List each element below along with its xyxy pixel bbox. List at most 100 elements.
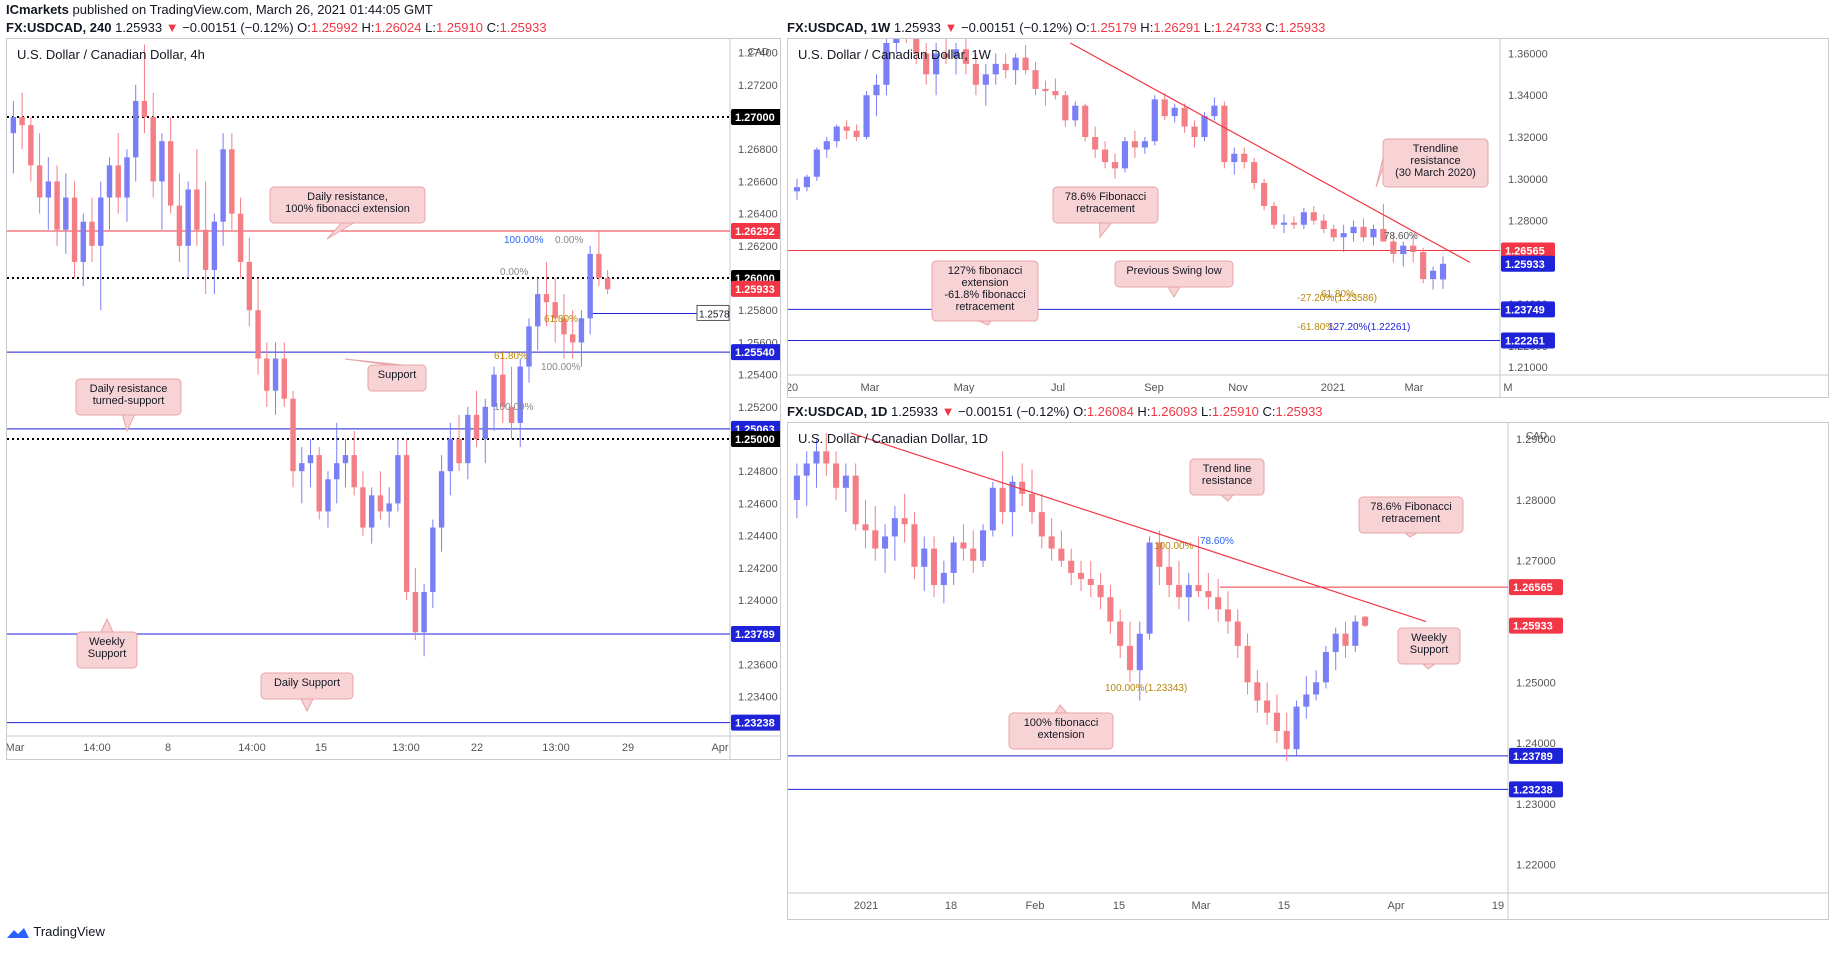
callout-pointer	[1375, 157, 1384, 188]
candle-body	[150, 117, 156, 182]
candle-body	[1121, 141, 1129, 169]
price-tick-label: 1.22000	[1516, 860, 1556, 872]
tradingview-footer[interactable]: TradingView	[6, 924, 105, 940]
candle-body	[1340, 233, 1347, 238]
publish-info: published on TradingView.com, March 26, …	[72, 2, 433, 17]
candle-body	[1002, 63, 1009, 71]
down-arrow-icon: ▼	[941, 404, 955, 419]
candle-body	[1146, 542, 1153, 634]
callout-pointer	[1219, 494, 1235, 502]
time-tick-label: May	[954, 382, 975, 394]
callout-pointer	[100, 617, 114, 633]
level-price-tag	[731, 223, 780, 240]
candle-body	[482, 406, 488, 440]
w1-chart-panel[interactable]: U.S. Dollar / Canadian Dollar, 1W 1.3600…	[787, 38, 1829, 398]
fib-level-label: 78.60%	[1384, 231, 1418, 242]
candle-body	[229, 149, 235, 214]
w1-chart-svg[interactable]: 1.360001.340001.320001.300001.280001.260…	[788, 39, 1828, 397]
callout-line: Support	[378, 369, 417, 381]
candle-body	[1352, 621, 1359, 646]
level-price-tag	[1501, 242, 1555, 259]
callout-text: Daily resistance turned-support	[90, 383, 168, 407]
candle-body	[1072, 105, 1079, 121]
candle-body	[307, 455, 314, 464]
candle-body	[1293, 706, 1300, 750]
candle-body	[1156, 542, 1163, 567]
price-tick-label: 1.32000	[1508, 132, 1548, 144]
price-tick-label: 1.21000	[1508, 362, 1548, 374]
fib-level-label: 100.00%	[1154, 541, 1194, 552]
candle-body	[351, 455, 357, 488]
level-price-tag	[1509, 579, 1563, 596]
callout-line: Previous Swing low	[1126, 265, 1221, 277]
candle-body	[911, 524, 918, 567]
candle-body	[1330, 228, 1337, 238]
d1-chart-svg[interactable]: 1.29000 1.28000 1.27000 1.25000 1.24000 1.230…	[788, 423, 1828, 919]
callout-box	[1397, 627, 1461, 665]
candle-body	[970, 548, 977, 561]
callout-text: 100% fibonacci extension	[1024, 717, 1099, 741]
candle-body	[1082, 105, 1089, 138]
candle-body	[334, 463, 340, 480]
time-tick-label: Jul	[1051, 382, 1065, 394]
candle-body	[1191, 126, 1198, 138]
time-tick-label: 13:00	[392, 742, 420, 754]
candle-body	[813, 451, 820, 464]
candle-body	[1362, 616, 1369, 626]
candle-body	[793, 187, 801, 192]
candle-body	[403, 455, 410, 592]
h4-chart-svg[interactable]: 1.27400 1.27200 1.26800 1.26600 1.26400 1.262…	[7, 39, 780, 759]
candle-body	[1234, 621, 1241, 646]
time-tick-label: 2021	[1321, 382, 1345, 394]
callout-text: Trendline resistance (30 March 2020)	[1395, 143, 1476, 179]
w1-open: 1.25179	[1089, 20, 1137, 35]
candle-body	[28, 125, 34, 166]
candle-body	[1280, 222, 1288, 225]
trendline-resistance	[850, 432, 1427, 623]
candle-body	[1087, 578, 1094, 586]
d1-last: 1.25933	[891, 404, 939, 419]
candle-body	[1322, 651, 1329, 683]
h4-chart-panel[interactable]: U.S. Dollar / Canadian Dollar, 4h 1.2740…	[6, 38, 781, 760]
time-tick-label: Nov	[1228, 382, 1248, 394]
candle-body	[141, 100, 148, 118]
publisher-name[interactable]: ICmarkets	[6, 2, 69, 17]
candle-body	[862, 524, 869, 531]
fib-level-label: 100.00%	[541, 362, 581, 373]
trendline-resistance	[1070, 42, 1471, 263]
candle-body	[45, 181, 52, 198]
level-price-label: 1.25933	[735, 284, 775, 296]
candle-body	[883, 43, 890, 85]
candle-body	[1019, 481, 1026, 494]
fib-level-label: 100.00%	[504, 235, 544, 246]
candle-body	[447, 439, 454, 472]
callout-text: Daily Support	[274, 677, 340, 689]
d1-low: 1.25910	[1211, 404, 1259, 419]
candle-body	[526, 326, 532, 367]
candle-body	[176, 205, 183, 246]
candle-body	[952, 49, 960, 58]
callout-line: Weekly	[1411, 632, 1447, 644]
time-tick-label: 19	[1492, 900, 1504, 912]
callout-pointer	[1098, 222, 1113, 239]
candle-body	[933, 53, 940, 75]
price-tick-label: 1.34000	[1508, 90, 1548, 102]
candle-body	[823, 451, 830, 464]
d1-chart-panel[interactable]: U.S. Dollar / Canadian Dollar, 1D 1.2900…	[787, 422, 1829, 920]
callout-line: Trendline	[1413, 143, 1458, 155]
currency-label: CAD	[1526, 431, 1547, 442]
level-price-label: 1.22261	[1505, 335, 1545, 347]
h4-symbol-header: FX:USDCAD, 240 1.25933 ▼ −0.00151 (−0.12…	[6, 20, 547, 35]
callout-text: 78.6% Fibonacci retracement	[1370, 501, 1451, 525]
level-price-label: 1.23789	[1513, 751, 1553, 763]
fib-level-label: 100.00%(1.23343)	[1105, 683, 1187, 694]
candle-body	[1350, 226, 1357, 234]
candle-body	[863, 95, 870, 138]
callout-line: retracement	[1382, 513, 1441, 525]
callout-line: retracement	[956, 301, 1015, 313]
candle-body	[1303, 694, 1310, 707]
d1-change: −0.00151 (−0.12%)	[958, 404, 1070, 419]
candle-body	[989, 487, 996, 531]
candle-body	[950, 542, 957, 573]
candle-body	[1022, 57, 1029, 71]
